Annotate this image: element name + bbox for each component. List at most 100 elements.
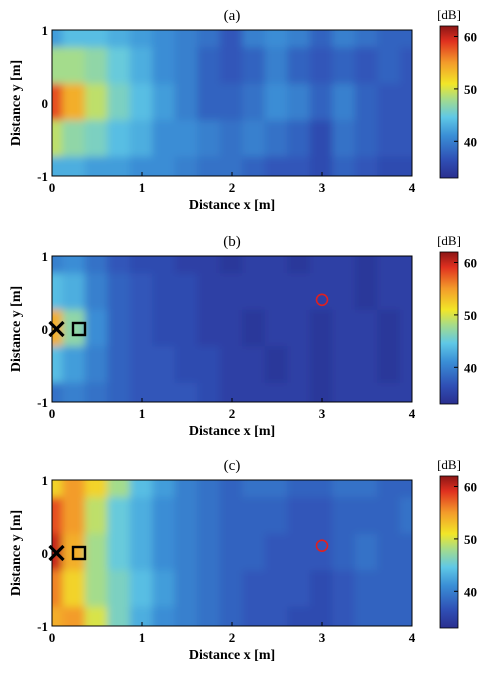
heatmap-cell: [309, 120, 335, 159]
heatmap-cell: [62, 606, 87, 626]
heatmap-cell: [219, 533, 245, 573]
x-axis-label: Distance x [m]: [189, 198, 275, 213]
heatmap-cell: [197, 47, 222, 86]
heatmap-cell: [399, 497, 412, 536]
source-cross-marker: [48, 320, 65, 338]
heatmap-cell: [399, 120, 412, 159]
heatmap-cell: [332, 256, 357, 276]
colorbar-tick-label: 40: [464, 134, 477, 149]
heatmap-cell: [174, 273, 200, 312]
heatmap-cell: [264, 497, 290, 536]
heatmap-cell: [197, 256, 222, 276]
heatmap-cell: [62, 346, 87, 385]
x-tick-label: 3: [319, 630, 326, 645]
heatmap-cell: [399, 83, 412, 123]
heatmap-cell: [287, 480, 312, 500]
heatmap-cell: [242, 156, 267, 176]
heatmap-cell: [354, 309, 380, 349]
heatmap-cell: [332, 570, 357, 609]
heatmap-cell: [197, 30, 222, 50]
heatmap-cell: [242, 533, 267, 573]
heatmap-cell: [377, 382, 402, 402]
heatmap-cell: [264, 606, 290, 626]
heatmap-cell: [354, 156, 380, 176]
heatmap-cell: [219, 570, 245, 609]
heatmap-cell: [52, 120, 65, 159]
heatmap-cell: [287, 30, 312, 50]
y-axis-label: Distance y [m]: [9, 510, 24, 596]
panel-label: (a): [224, 8, 241, 24]
heatmap-cell: [152, 497, 177, 536]
heatmap-cell: [129, 480, 155, 500]
heatmap-cell: [287, 273, 312, 312]
heatmap-cell: [52, 47, 65, 86]
heatmap-cell: [62, 47, 87, 86]
heatmap-cell: [152, 30, 177, 50]
heatmap-cell: [242, 273, 267, 312]
heatmap-cell: [287, 533, 312, 573]
heatmap-cell: [309, 497, 335, 536]
heatmap-cell: [129, 30, 155, 50]
heatmap-cell: [84, 382, 110, 402]
heatmap-cell: [264, 533, 290, 573]
heatmap-cell: [84, 156, 110, 176]
heatmap-cell: [219, 273, 245, 312]
heatmap-cell: [219, 382, 245, 402]
colorbar-unit: [dB]: [437, 233, 461, 248]
heatmap-cell: [377, 30, 402, 50]
colorbar-tick-label: 50: [464, 82, 477, 97]
heatmap-cell: [52, 346, 65, 385]
colorbar-tick-label: 40: [464, 584, 477, 599]
heatmap-cell: [332, 309, 357, 349]
heatmap-cell: [107, 30, 132, 50]
heatmap-cell: [62, 120, 87, 159]
heatmap-cells: [52, 480, 412, 626]
heatmap-cell: [197, 346, 222, 385]
heatmap-cell: [354, 83, 380, 123]
heatmap-cell: [152, 273, 177, 312]
heatmap-cell: [52, 156, 65, 176]
heatmap-cell: [107, 309, 132, 349]
heatmap-cell: [197, 533, 222, 573]
heatmap-cell: [287, 83, 312, 123]
heatmap-cell: [174, 47, 200, 86]
heatmap-cell: [174, 83, 200, 123]
heatmap-cell: [219, 480, 245, 500]
heatmap-cell: [129, 273, 155, 312]
heatmap-cell: [399, 309, 412, 349]
heatmap-cell: [264, 47, 290, 86]
heatmap-cell: [152, 382, 177, 402]
heatmap-cell: [287, 309, 312, 349]
heatmap-cell: [62, 497, 87, 536]
heatmap-cell: [377, 47, 402, 86]
circle-marker: [315, 293, 329, 307]
heatmap-cell: [174, 30, 200, 50]
heatmap-cell: [242, 83, 267, 123]
heatmap-cell: [152, 83, 177, 123]
heatmap-cell: [129, 156, 155, 176]
y-tick-label: 1: [42, 23, 49, 38]
heatmap-cell: [107, 570, 132, 609]
heatmap-cell: [174, 382, 200, 402]
heatmap-cell: [152, 570, 177, 609]
heatmap-cell: [62, 156, 87, 176]
heatmap-cell: [354, 480, 380, 500]
heatmap-cell: [399, 47, 412, 86]
heatmap-cell: [197, 83, 222, 123]
heatmap-cell: [129, 497, 155, 536]
heatmap-cell: [309, 30, 335, 50]
x-tick-label: 1: [139, 180, 146, 195]
heatmap-cell: [174, 533, 200, 573]
heatmap-cells: [52, 30, 412, 176]
heatmap-cell: [52, 497, 65, 536]
heatmap-cell: [152, 480, 177, 500]
heatmap-cell: [129, 83, 155, 123]
heatmap-cell: [309, 382, 335, 402]
heatmap-cell: [242, 570, 267, 609]
heatmap-cell: [174, 346, 200, 385]
heatmap-cell: [174, 309, 200, 349]
colorbar-tick-label: 40: [464, 360, 477, 375]
heatmap-cell: [107, 256, 132, 276]
heatmap-cell: [354, 497, 380, 536]
